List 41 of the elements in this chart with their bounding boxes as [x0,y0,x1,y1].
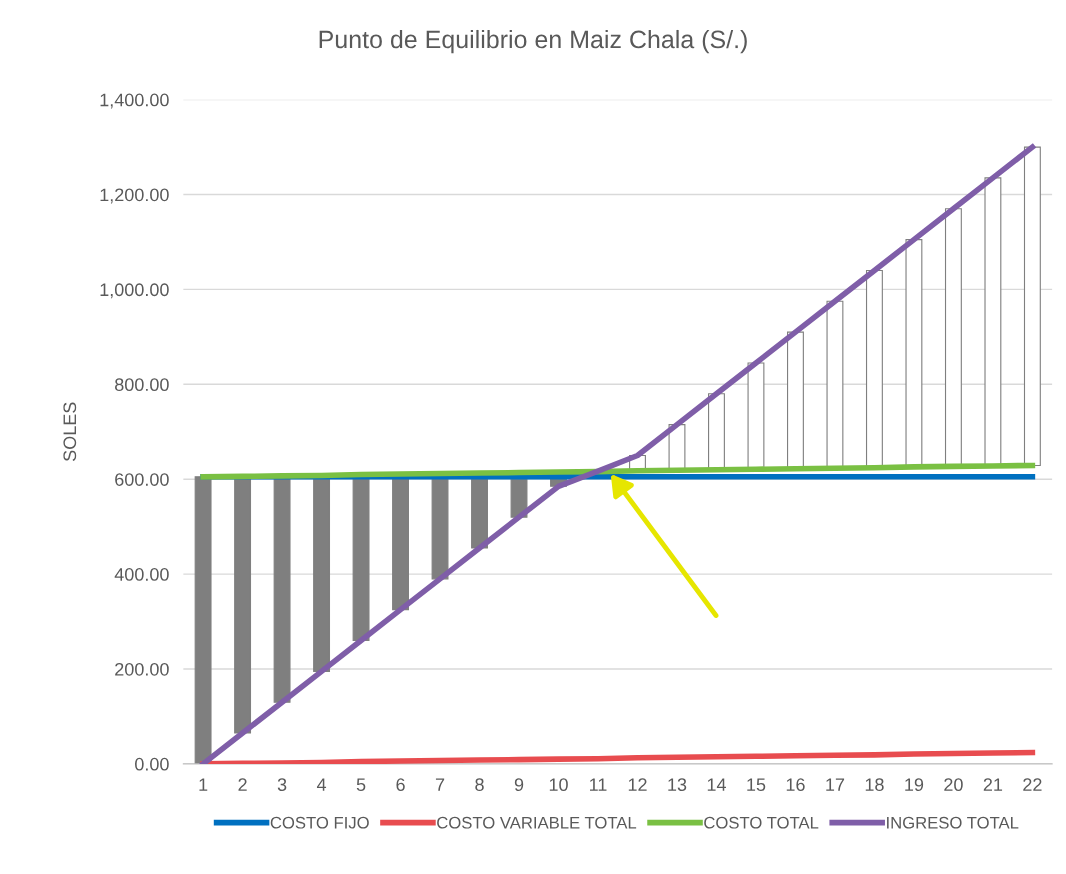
legend-label: COSTO FIJO [270,816,369,829]
y-tick-label: 600.00 [115,473,169,486]
y-tick-label: 1,200.00 [100,188,169,204]
x-tick-label: 1 [199,778,208,791]
x-tick-label: 20 [944,778,963,792]
x-tick-label: 14 [707,778,726,791]
x-tick-label: 21 [983,778,1003,791]
x-tick-label: 9 [514,778,524,792]
x-tick-label: 6 [396,778,405,792]
bar [944,208,962,467]
x-tick-label: 13 [668,778,687,792]
y-axis-title: SOLES [63,402,77,462]
x-tick-label: 16 [786,778,805,792]
x-tick-label: 4 [316,778,327,791]
bar [826,300,844,469]
x-tick-label: 3 [277,778,287,792]
y-tick-label: 800.00 [115,378,169,392]
bar [1023,146,1041,466]
bar [747,362,765,470]
chart-title: Punto de Equilibrio en Maiz Chala (S/.) [319,29,747,54]
x-tick-label: 11 [590,778,607,791]
y-tick-label: 1,000.00 [100,283,169,299]
y-tick-label: 400.00 [114,568,169,581]
x-tick-label: 8 [475,778,484,792]
bar [194,476,212,764]
x-tick-label: 18 [865,778,884,792]
x-tick-label: 19 [905,778,924,792]
legend-label: COSTO TOTAL [704,816,819,829]
x-tick-label: 22 [1023,778,1042,791]
x-tick-label: 5 [356,778,366,792]
x-tick-label: 10 [549,778,568,792]
x-tick-label: 15 [747,778,766,792]
y-tick-label: 1,400.00 [100,93,169,109]
legend-label: INGRESO TOTAL [887,816,1019,829]
y-tick-label: 200.00 [115,662,169,676]
x-tick-label: 12 [628,778,647,791]
x-tick-label: 7 [435,778,445,791]
legend-label: COSTO VARIABLE TOTAL [437,816,637,829]
x-tick-label: 17 [826,778,845,791]
x-tick-label: 2 [238,778,247,791]
y-tick-label: 0.00 [135,757,169,771]
